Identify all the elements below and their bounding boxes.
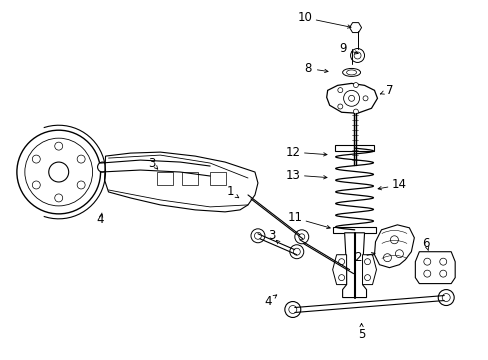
Polygon shape [414, 252, 454, 284]
Circle shape [298, 234, 304, 240]
Circle shape [77, 155, 85, 163]
Polygon shape [332, 227, 376, 233]
Circle shape [383, 254, 390, 262]
Text: 8: 8 [304, 62, 311, 75]
Circle shape [439, 270, 446, 277]
Circle shape [441, 293, 449, 302]
Circle shape [343, 90, 359, 106]
Polygon shape [334, 145, 374, 151]
Circle shape [337, 104, 342, 109]
Circle shape [288, 306, 296, 314]
Text: 5: 5 [357, 328, 365, 341]
Polygon shape [326, 84, 377, 113]
Text: 14: 14 [391, 179, 406, 192]
Circle shape [17, 130, 101, 214]
Text: 6: 6 [422, 237, 429, 250]
Text: 1: 1 [226, 185, 233, 198]
Polygon shape [104, 152, 258, 212]
Circle shape [353, 52, 360, 59]
Text: 13: 13 [285, 168, 300, 181]
Circle shape [285, 302, 300, 318]
Circle shape [98, 162, 107, 172]
Ellipse shape [342, 68, 360, 76]
Polygon shape [157, 172, 173, 185]
Polygon shape [332, 255, 346, 285]
Text: 2: 2 [353, 251, 361, 264]
Text: 10: 10 [297, 11, 311, 24]
Text: 4: 4 [264, 295, 271, 308]
Circle shape [254, 232, 261, 239]
Circle shape [423, 258, 430, 265]
Polygon shape [362, 255, 376, 285]
Circle shape [49, 162, 68, 182]
Circle shape [338, 259, 344, 265]
Circle shape [77, 181, 85, 189]
Circle shape [348, 95, 354, 101]
Text: 7: 7 [385, 84, 392, 97]
Text: 11: 11 [287, 211, 302, 224]
Circle shape [395, 250, 403, 258]
Circle shape [350, 49, 364, 62]
Circle shape [389, 236, 398, 244]
Polygon shape [342, 233, 366, 298]
Circle shape [437, 289, 453, 306]
Circle shape [55, 142, 62, 150]
Polygon shape [210, 172, 225, 185]
Circle shape [294, 230, 308, 244]
Text: 3: 3 [148, 157, 156, 170]
Circle shape [338, 275, 344, 280]
Circle shape [25, 138, 92, 206]
Circle shape [337, 87, 342, 93]
Polygon shape [374, 225, 413, 268]
Circle shape [250, 229, 264, 243]
Circle shape [353, 109, 358, 114]
Circle shape [364, 259, 370, 265]
Polygon shape [182, 172, 198, 185]
Text: 3: 3 [267, 229, 275, 242]
Circle shape [32, 181, 40, 189]
Text: 12: 12 [285, 145, 300, 159]
Circle shape [364, 275, 370, 280]
Ellipse shape [346, 70, 356, 75]
Circle shape [205, 166, 215, 176]
Circle shape [423, 270, 430, 277]
Circle shape [55, 194, 62, 202]
Circle shape [289, 245, 303, 259]
Text: 4: 4 [97, 213, 104, 226]
Circle shape [32, 155, 40, 163]
Circle shape [439, 258, 446, 265]
Circle shape [353, 82, 358, 87]
Text: 9: 9 [338, 42, 346, 55]
Polygon shape [349, 23, 361, 32]
Circle shape [362, 96, 367, 101]
Circle shape [293, 248, 300, 255]
